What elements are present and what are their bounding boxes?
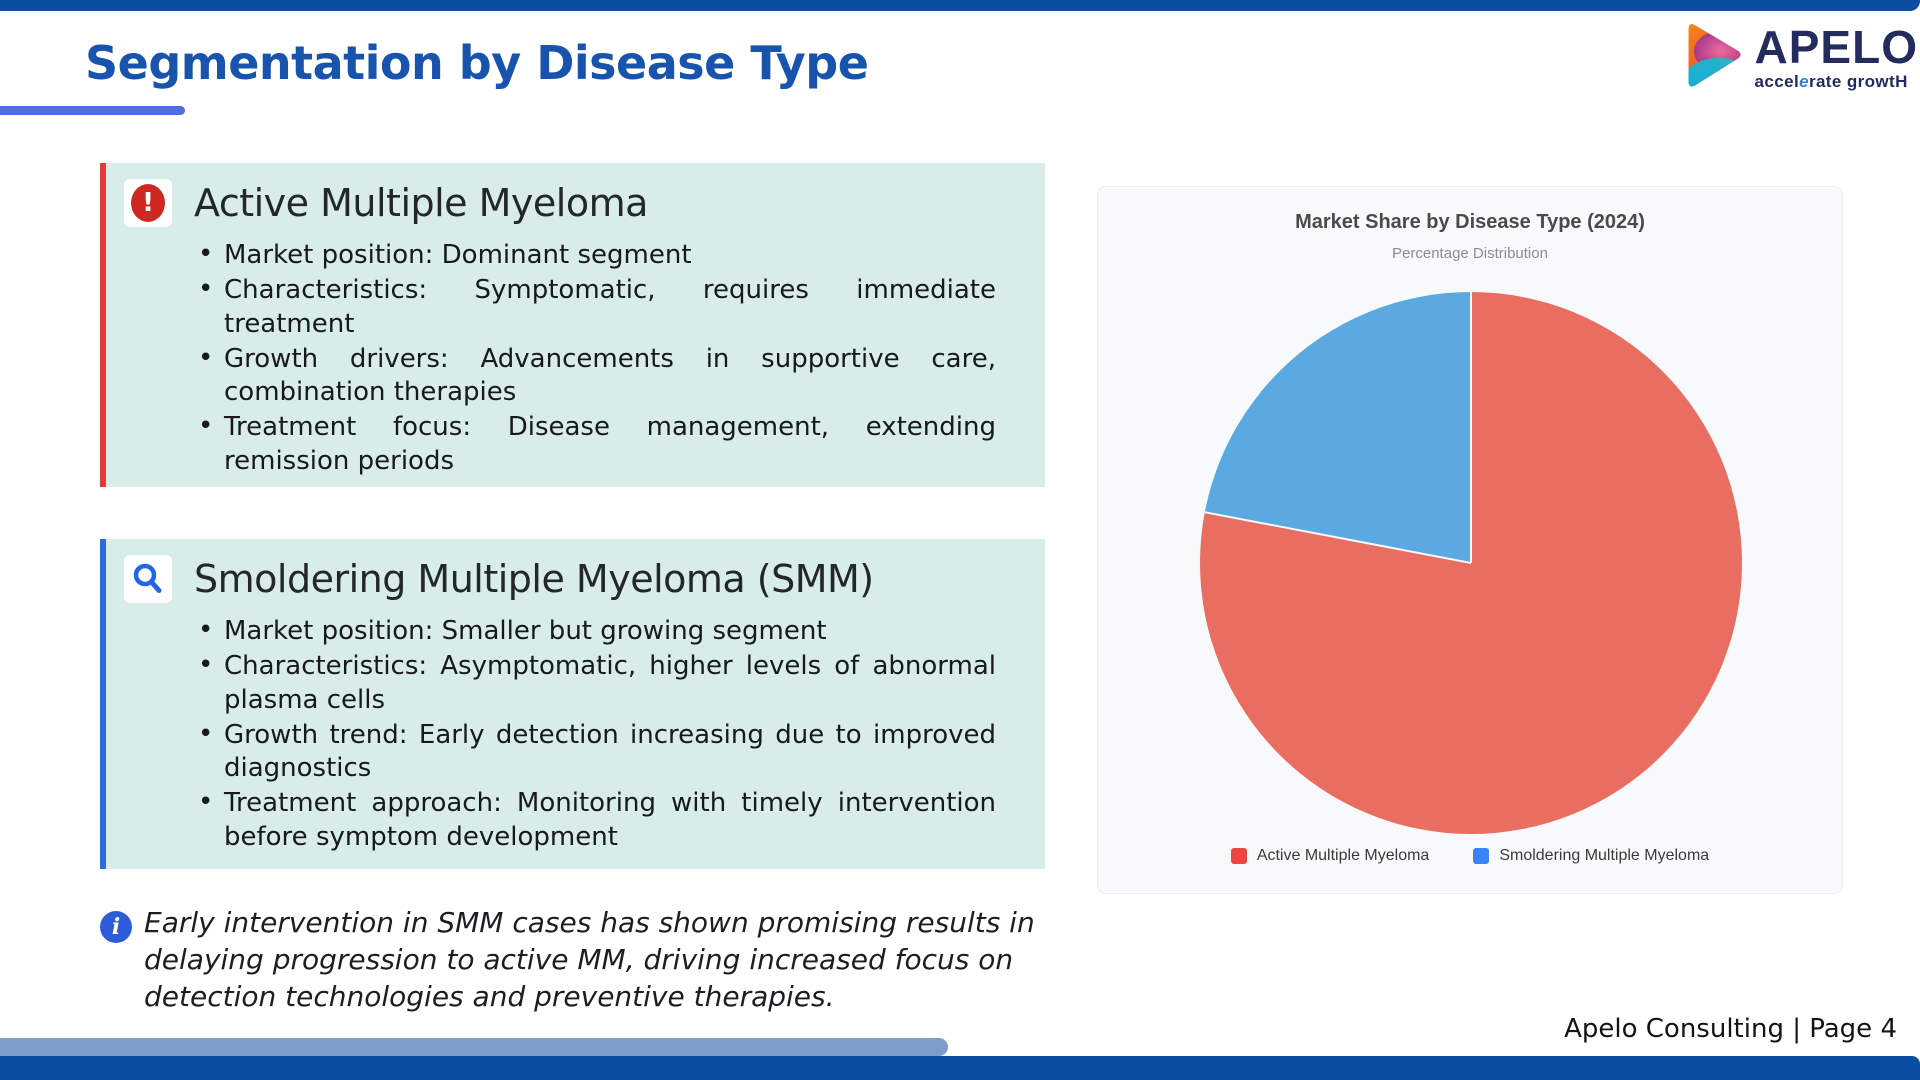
logo-text: APELO accelerate growtH bbox=[1755, 24, 1918, 92]
section-smoldering-mm: Smoldering Multiple Myeloma (SMM) Market… bbox=[100, 539, 1045, 869]
insight-note-text: Early intervention in SMM cases has show… bbox=[144, 906, 1035, 1013]
pie-slice-divider bbox=[1204, 511, 1472, 564]
section-title: Smoldering Multiple Myeloma (SMM) bbox=[194, 557, 874, 601]
bottom-accent-bar bbox=[0, 1038, 948, 1056]
bullet-item: Treatment approach: Monitoring with time… bbox=[196, 786, 996, 854]
apelo-logo-mark-icon bbox=[1679, 18, 1747, 98]
chart-title: Market Share by Disease Type (2024) bbox=[1295, 211, 1645, 233]
bullet-item: Market position: Dominant segment bbox=[196, 238, 996, 272]
bottom-bar bbox=[0, 1056, 1920, 1080]
section-header: Smoldering Multiple Myeloma (SMM) bbox=[124, 555, 1021, 603]
legend-item: Active Multiple Myeloma bbox=[1230, 847, 1430, 865]
company-logo: APELO accelerate growtH bbox=[1679, 18, 1918, 98]
title-underline bbox=[0, 106, 185, 115]
pie-slice-divider bbox=[1470, 292, 1472, 563]
top-accent-bar bbox=[0, 0, 1920, 11]
tagline-accent-letter: e bbox=[1799, 72, 1809, 91]
section-header: ! Active Multiple Myeloma bbox=[124, 179, 1021, 227]
legend-label: Smoldering Multiple Myeloma bbox=[1499, 847, 1710, 864]
bullet-list: Market position: Dominant segmentCharact… bbox=[196, 238, 996, 478]
bullet-item: Market position: Smaller but growing seg… bbox=[196, 614, 996, 648]
logo-wordmark: APELO bbox=[1754, 21, 1918, 73]
bullet-item: Growth trend: Early detection increasing… bbox=[196, 718, 996, 786]
search-icon bbox=[124, 555, 172, 603]
pie-chart bbox=[1200, 292, 1742, 834]
alert-icon: ! bbox=[124, 179, 172, 227]
legend-swatch bbox=[1230, 848, 1247, 864]
page-title: Segmentation by Disease Type bbox=[85, 36, 869, 90]
section-active-mm: ! Active Multiple Myeloma Market positio… bbox=[100, 163, 1045, 487]
bullet-item: Growth drivers: Advancements in supporti… bbox=[196, 342, 996, 410]
bullet-item: Characteristics: Symptomatic, requires i… bbox=[196, 273, 996, 341]
bullet-item: Treatment focus: Disease management, ext… bbox=[196, 410, 996, 478]
insight-note: i Early intervention in SMM cases has sh… bbox=[100, 905, 1060, 1016]
logo-tagline: accelerate growtH bbox=[1754, 72, 1908, 91]
legend-swatch bbox=[1473, 848, 1490, 864]
section-title: Active Multiple Myeloma bbox=[194, 181, 648, 225]
chart-legend: Active Multiple Myeloma Smoldering Multip… bbox=[1098, 847, 1842, 865]
pie-chart-card: Market Share by Disease Type (2024) Perc… bbox=[1097, 186, 1843, 894]
chart-subtitle: Percentage Distribution bbox=[1392, 245, 1548, 262]
footer-page-label: Apelo Consulting | Page 4 bbox=[1564, 1014, 1897, 1044]
legend-item: Smoldering Multiple Myeloma bbox=[1473, 847, 1709, 865]
bullet-item: Characteristics: Asymptomatic, higher le… bbox=[196, 649, 996, 717]
bullet-list: Market position: Smaller but growing seg… bbox=[196, 614, 996, 854]
info-icon: i bbox=[100, 911, 132, 943]
legend-label: Active Multiple Myeloma bbox=[1256, 847, 1430, 864]
